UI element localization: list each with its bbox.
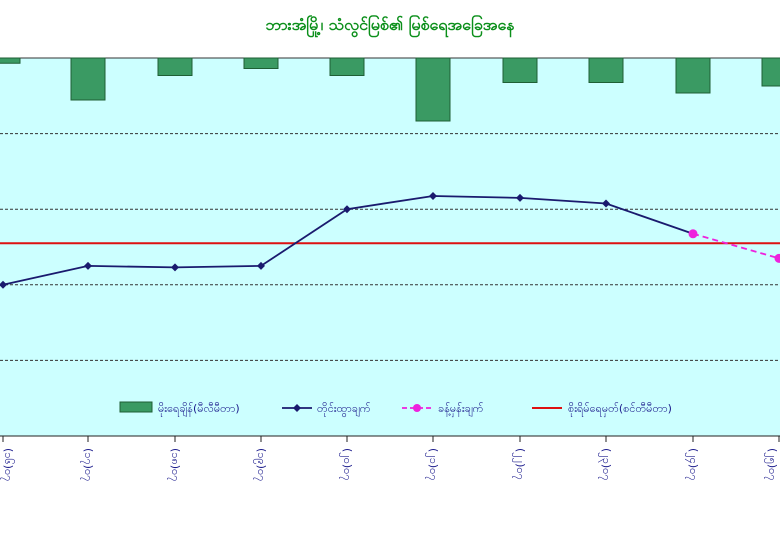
rain-bar-5	[415, 57, 451, 122]
rain-bar-9	[761, 57, 780, 87]
rain-bar-3	[243, 57, 279, 69]
rain-bar-6	[502, 57, 538, 83]
observed-to-forecast-segment	[605, 202, 694, 235]
x-tick-label-0: (၁၆)၀၇	[0, 448, 15, 481]
x-tick-label-2: (၁၈)၀၇	[167, 448, 182, 481]
legend-label-threshold: စိုးရိမ်ရေမှတ်(စင်တီမီတာ)	[568, 402, 672, 417]
legend-marker-forecast	[413, 404, 421, 412]
observed-point-1	[84, 261, 92, 270]
forecast-point-9	[774, 253, 780, 263]
legend-swatch-rain	[119, 401, 153, 413]
observed-point-7	[602, 199, 610, 208]
legend-marker-observed	[293, 404, 301, 412]
x-tick-label-5: (၂၁)၀၇	[425, 448, 440, 481]
forecast-point-8	[688, 229, 698, 239]
x-tick-label-9: (၂၅)၀၇	[764, 448, 779, 481]
rain-bar-0	[0, 57, 21, 64]
x-tick-label-3: (၁၉)၀၇	[253, 448, 268, 481]
plot-area	[0, 58, 780, 436]
legend-label-observed: တိုင်းထွာချက်	[317, 402, 371, 417]
x-tick-label-7: (၂၃)၀၇	[598, 448, 613, 481]
x-tick-label-1: (၁၇)၀၇	[80, 448, 95, 481]
legend-label-forecast: ခန့်မှန်းချက်	[438, 402, 484, 417]
observed-point-3	[257, 261, 265, 270]
observed-point-0	[0, 280, 7, 289]
observed-point-2	[171, 263, 179, 272]
x-tick-label-4: (၂၀)၀၇	[339, 448, 354, 481]
rain-bar-4	[329, 57, 365, 76]
rain-bar-1	[70, 57, 106, 101]
rain-bar-8	[675, 57, 711, 94]
rain-bar-2	[157, 57, 193, 76]
observed-point-6	[516, 193, 524, 202]
chart-title: ဘားအံမြို့၊ သံလွင်မြစ်၏ မြစ်ရေအခြေအနေ	[265, 15, 515, 34]
legend-label-rain: မိုးရေချိန်(မီလီမီတာ)	[158, 402, 240, 417]
forecast-line-1	[692, 232, 780, 260]
observed-point-5	[429, 191, 437, 200]
rain-bar-7	[588, 57, 624, 83]
x-tick-label-6: (၂၂)၀၇	[512, 448, 527, 480]
observed-line	[2, 195, 607, 286]
observed-point-4	[343, 205, 351, 214]
x-tick-label-8: (၂၄)၀၇	[685, 448, 700, 481]
